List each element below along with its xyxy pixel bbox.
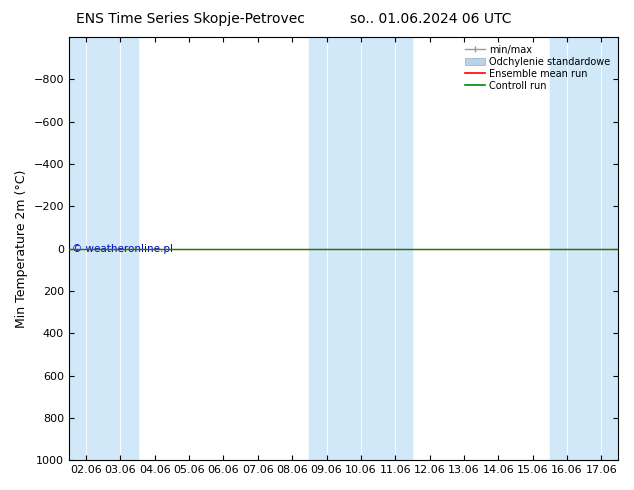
Y-axis label: Min Temperature 2m (°C): Min Temperature 2m (°C)	[15, 170, 28, 328]
Legend: min/max, Odchylenie standardowe, Ensemble mean run, Controll run: min/max, Odchylenie standardowe, Ensembl…	[462, 42, 614, 94]
Bar	[69, 37, 138, 460]
Text: ENS Time Series Skopje-Petrovec: ENS Time Series Skopje-Petrovec	[75, 12, 305, 26]
Bar	[550, 37, 619, 460]
Bar	[309, 37, 412, 460]
Text: © weatheronline.pl: © weatheronline.pl	[72, 244, 172, 254]
Text: so.. 01.06.2024 06 UTC: so.. 01.06.2024 06 UTC	[351, 12, 512, 26]
